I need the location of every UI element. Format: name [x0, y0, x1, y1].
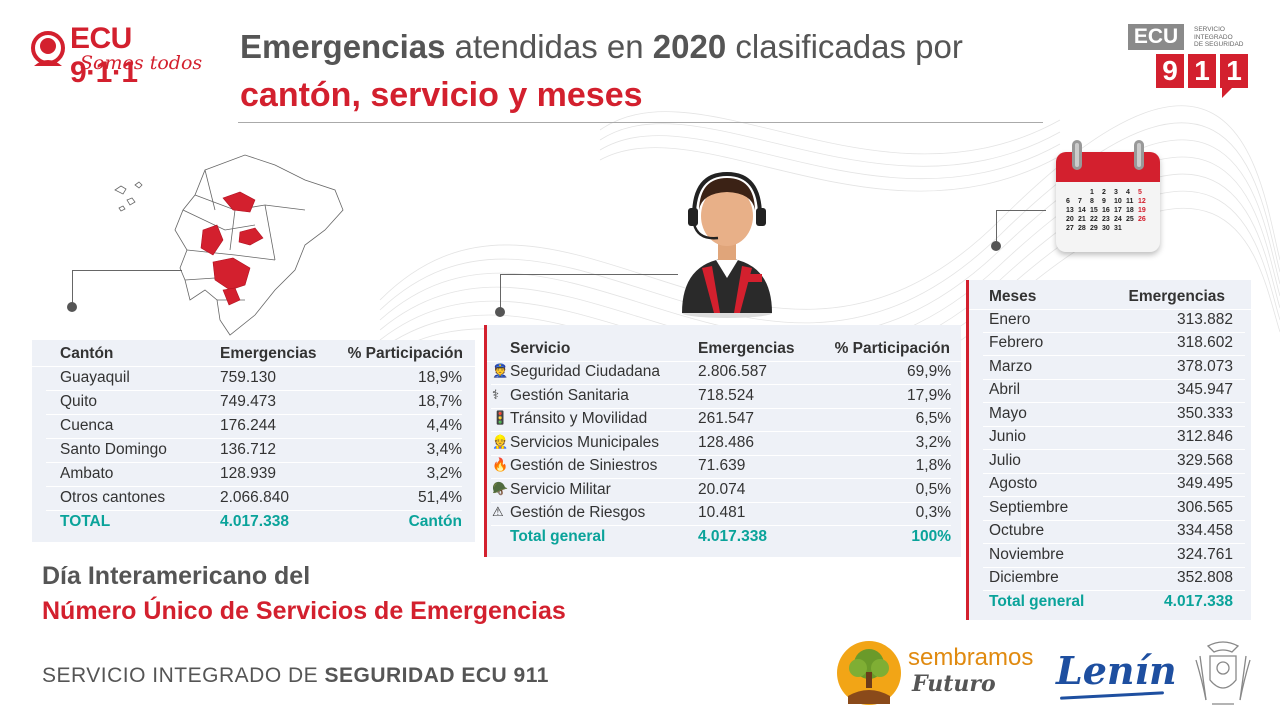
map-region-cuenca	[222, 287, 241, 306]
meses-accent-bar	[966, 280, 969, 620]
table-row: Diciembre 352.808	[983, 567, 1245, 591]
table-row: 🔥 Gestión de Siniestros 71.639 1,8%	[491, 455, 951, 479]
table-row: Julio 329.568	[983, 450, 1245, 474]
map-region-ambato	[238, 227, 264, 246]
table-row: 👮 Seguridad Ciudadana 2.806.587 69,9%	[491, 361, 951, 385]
ecu911-corner-logo: ECU SERVICIO INTEGRADO DE SEGURIDAD 9 1 …	[1126, 22, 1256, 102]
lenin-logo: Lenín	[1056, 648, 1177, 704]
ecuador-map	[114, 154, 344, 336]
servicio-table: Servicio Emergencias % Participación 👮 S…	[487, 325, 961, 557]
ecu911-logo: ECU 9·1·1 Somos todos	[26, 22, 206, 89]
calendar-connector	[996, 210, 1046, 246]
map-region-quito	[222, 191, 256, 213]
table-header: Servicio Emergencias % Participación	[487, 338, 961, 362]
corner-logo-caption: SERVICIO INTEGRADO DE SEGURIDAD	[1194, 26, 1244, 48]
page-subtitle: cantón, servicio y meses	[240, 76, 643, 114]
table-row: Santo Domingo 136.712 3,4%	[46, 439, 462, 463]
table-row: Febrero 318.602	[983, 332, 1245, 356]
servicio-accent-bar	[484, 325, 487, 557]
police-icon: 👮	[492, 363, 509, 378]
table-row: Quito 749.473 18,7%	[46, 391, 462, 415]
day-title-line2: Número Único de Servicios de Emergencias	[42, 597, 566, 625]
table-total-row: Total general 4.017.338 100%	[510, 528, 951, 545]
table-row: Enero 313.882	[983, 309, 1245, 333]
firefighter-icon: 🔥	[492, 457, 509, 472]
operator-connector	[500, 274, 678, 312]
traffic-officer-icon: 🚦	[492, 410, 509, 425]
logo-brand: ECU 9·1·1	[70, 22, 138, 89]
medic-icon: ⚕	[492, 387, 500, 402]
table-row: Octubre 334.458	[983, 520, 1245, 544]
title-divider	[238, 122, 1043, 123]
soldier-icon: 🪖	[492, 481, 509, 496]
risk-worker-icon: ⚠	[492, 504, 504, 519]
page-title: Emergencias atendidas en 2020 clasificad…	[240, 28, 963, 65]
tree-icon	[837, 641, 901, 705]
organization-name: SERVICIO INTEGRADO DE SEGURIDAD ECU 911	[42, 664, 549, 687]
table-row: Junio 312.846	[983, 426, 1245, 450]
map-connector	[72, 270, 182, 306]
table-total-row: Total general 4.017.338	[989, 593, 1233, 610]
day-title-line1: Día Interamericano del	[42, 562, 311, 590]
table-row: Septiembre 306.565	[983, 497, 1245, 521]
coat-of-arms-icon	[1195, 641, 1251, 705]
map-region-santo-domingo	[200, 224, 224, 256]
table-header: Cantón Emergencias % Participación	[32, 343, 475, 367]
table-row: Cuenca 176.244 4,4%	[46, 415, 462, 439]
table-row: Abril 345.947	[983, 379, 1245, 403]
table-row: 🚦 Tránsito y Movilidad 261.547 6,5%	[491, 408, 951, 432]
table-row: Mayo 350.333	[983, 403, 1245, 427]
operator-headset-icon	[682, 171, 772, 318]
logo-slogan: Somos todos	[80, 52, 203, 74]
table-row: Ambato 128.939 3,2%	[46, 463, 462, 487]
operator-headset-icon	[31, 31, 65, 66]
table-row: Noviembre 324.761	[983, 544, 1245, 568]
table-total-row: TOTAL 4.017.338 Cantón	[60, 513, 462, 530]
meses-table: Meses Emergencias Enero 313.882 Febrero 31…	[969, 280, 1251, 620]
table-row: Guayaquil 759.130 18,9%	[46, 367, 462, 391]
canton-table: Cantón Emergencias % Participación Guaya…	[32, 340, 475, 542]
corner-logo-ecu: ECU	[1128, 24, 1184, 50]
sembramos-futuro-logo: sembramos Futuro	[836, 640, 1036, 706]
table-row: ⚕ Gestión Sanitaria 718.524 17,9%	[491, 385, 951, 409]
table-row: Otros cantones 2.066.840 51,4%	[46, 487, 462, 511]
table-row: ⚠ Gestión de Riesgos 10.481 0,3%	[491, 502, 951, 526]
table-row: 👷 Servicios Municipales 128.486 3,2%	[491, 432, 951, 456]
table-row: 🪖 Servicio Militar 20.074 0,5%	[491, 479, 951, 503]
table-row: Marzo 378.073	[983, 356, 1245, 380]
municipal-worker-icon: 👷	[492, 434, 509, 449]
table-row: Agosto 349.495	[983, 473, 1245, 497]
table-header: Meses Emergencias	[969, 286, 1251, 310]
map-region-guayaquil	[212, 257, 251, 291]
